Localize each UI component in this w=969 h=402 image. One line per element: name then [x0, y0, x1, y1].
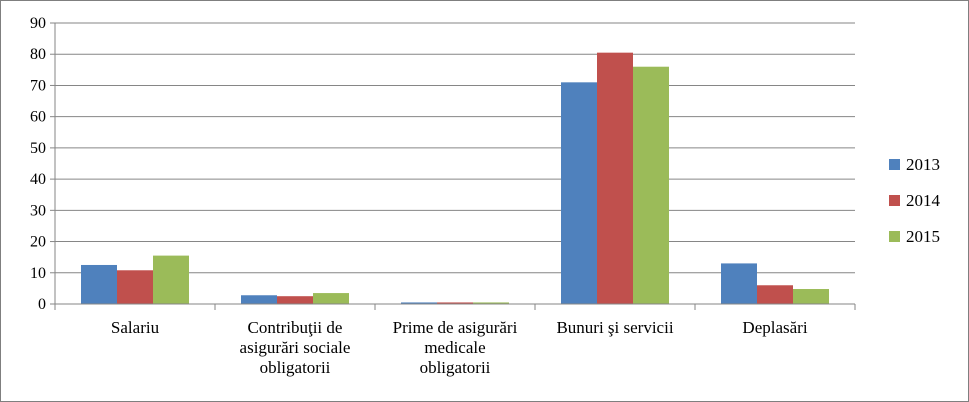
y-tick-label: 10 [30, 265, 46, 282]
legend-swatch-2013 [889, 159, 900, 170]
bar-2014-1 [277, 296, 313, 304]
y-tick-label: 50 [30, 140, 46, 157]
grid-lines [55, 22, 855, 274]
x-category-label-line: Bunuri şi servicii [556, 318, 673, 337]
bar-2014-2 [437, 302, 473, 304]
y-tick-label: 90 [30, 15, 46, 32]
bar-2013-0 [81, 264, 117, 304]
x-category-label: Contribuţii de asigurări sociale obligator… [240, 318, 351, 377]
legend: 2013 2014 2015 [889, 155, 941, 246]
bar-2013-3 [561, 82, 597, 304]
x-category-label: Salariu [111, 318, 160, 337]
bar-2014-4 [757, 285, 793, 304]
bar-2013-4 [721, 263, 757, 304]
x-category-label-line: asigurări sociale [240, 338, 351, 357]
x-category-label-line: Prime de asigurări [393, 318, 518, 337]
y-tick-label: 80 [30, 46, 46, 63]
x-category-label: Prime de asigurări medicale obligatorii [393, 318, 518, 377]
bar-2014-3 [597, 52, 633, 305]
legend-label-2014: 2014 [906, 191, 941, 210]
y-tick-label: 0 [38, 296, 46, 313]
legend-swatch-2014 [889, 195, 900, 206]
x-category-label-line: obligatorii [420, 358, 491, 377]
x-category-label-line: Contribuţii de [248, 318, 343, 337]
bar-2015-2 [473, 302, 509, 304]
y-tick-label: 20 [30, 234, 46, 251]
legend-swatch-2015 [889, 231, 900, 242]
x-category-label-line: medicale [424, 338, 485, 357]
y-axis: 0 10 20 30 40 50 60 70 80 90 [30, 15, 56, 313]
bar-2014-0 [117, 270, 153, 304]
y-tick-label: 30 [30, 202, 46, 219]
x-category-label-line: obligatorii [260, 358, 331, 377]
bar-2015-4 [793, 289, 829, 304]
x-category-label: Deplasări [742, 318, 807, 337]
bar-2013-2 [401, 302, 437, 304]
bar-2015-1 [313, 293, 349, 304]
x-category-label-line: Salariu [111, 318, 160, 337]
legend-label-2015: 2015 [906, 227, 940, 246]
bar-2013-1 [241, 295, 277, 304]
bar-2015-3 [633, 66, 669, 304]
y-tick-label: 70 [30, 77, 46, 94]
x-axis: Salariu Contribuţii de asigurări sociale ob… [54, 303, 856, 377]
legend-label-2013: 2013 [906, 155, 940, 174]
y-tick-label: 40 [30, 171, 46, 188]
x-category-label: Bunuri şi servicii [556, 318, 673, 337]
bar-2015-0 [153, 255, 189, 304]
x-category-label-line: Deplasări [742, 318, 807, 337]
y-tick-label: 60 [30, 109, 46, 126]
bars [81, 52, 829, 305]
